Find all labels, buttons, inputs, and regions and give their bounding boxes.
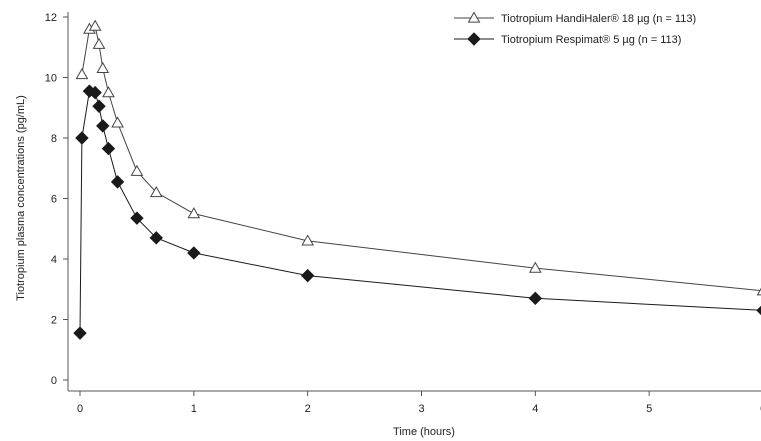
data-point — [756, 287, 761, 296]
x-tick-label: 5 — [646, 403, 652, 415]
legend-label: Tiotropium HandiHaler® 18 µg (n = 113) — [501, 13, 696, 25]
series-line — [79, 90, 761, 334]
y-tick-label: 6 — [51, 194, 57, 206]
data-point — [130, 211, 144, 225]
legend-label: Tiotropium Respimat® 5 µg (n = 113) — [501, 34, 681, 46]
x-ticks: 0 1 2 3 4 5 6 — [77, 391, 761, 415]
legend-entry: Tiotropium HandiHaler® 18 µg (n = 113) — [454, 11, 696, 25]
data-point — [73, 326, 87, 340]
data-point — [149, 231, 163, 245]
data-point — [96, 119, 110, 133]
y-tick-label: 8 — [51, 133, 57, 145]
y-tick-label: 4 — [51, 254, 57, 266]
y-tick-label: 2 — [51, 315, 57, 327]
data-point — [149, 185, 163, 198]
series-line — [81, 25, 761, 292]
x-tick-label: 4 — [532, 403, 538, 415]
legend: Tiotropium HandiHaler® 18 µg (n = 113) Ti… — [454, 11, 696, 46]
data-point — [301, 234, 315, 246]
y-axis-title: Tiotropium plasma concentrations (pg/mL) — [15, 95, 27, 301]
legend-marker — [467, 32, 481, 46]
y-tick-label: 12 — [45, 12, 57, 24]
data-point — [110, 175, 125, 189]
x-tick-label: 1 — [191, 403, 197, 415]
data-point — [88, 19, 102, 31]
data-point — [130, 164, 144, 176]
y-tick-label: 10 — [45, 73, 57, 85]
data-point — [187, 207, 201, 219]
data-point — [101, 141, 116, 156]
legend-marker — [467, 11, 481, 23]
data-point — [92, 37, 106, 49]
y-ticks: 0 2 4 6 8 10 12 — [45, 12, 68, 387]
y-tick-label: 0 — [51, 375, 57, 387]
series-layer — [73, 19, 761, 340]
data-point — [92, 99, 106, 113]
x-axis-title: Time (hours) — [393, 426, 455, 438]
x-tick-label: 0 — [77, 403, 83, 415]
series-2 — [73, 84, 761, 340]
data-point — [300, 268, 315, 283]
legend-entry: Tiotropium Respimat® 5 µg (n = 113) — [454, 32, 681, 46]
series-1 — [75, 19, 761, 296]
data-point — [75, 67, 89, 80]
data-point — [111, 116, 124, 128]
axes — [67, 12, 761, 392]
data-point — [88, 85, 102, 100]
data-point — [75, 131, 89, 145]
x-tick-label: 2 — [305, 403, 311, 415]
x-tick-label: 3 — [418, 403, 424, 415]
data-point — [187, 246, 201, 260]
data-point — [102, 86, 115, 98]
data-point — [528, 291, 543, 306]
data-point — [756, 305, 761, 316]
data-point — [528, 261, 542, 273]
data-point — [96, 61, 110, 74]
x-tick-label: 6 — [760, 403, 761, 415]
